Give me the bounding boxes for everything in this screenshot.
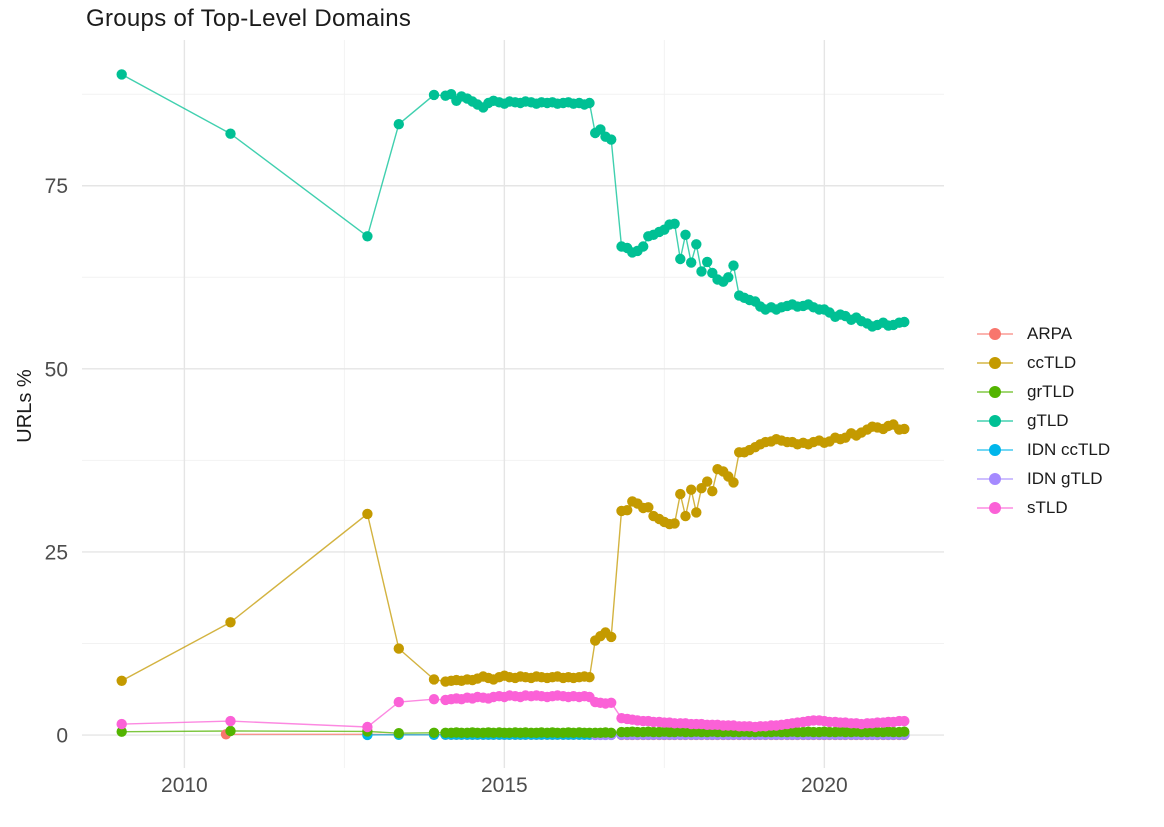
legend-key-icon [977,472,1013,485]
series-line-gtld [121,73,905,328]
y-tick-label: 75 [45,175,68,198]
legend-key-dot [989,501,1001,514]
legend-item-idn-cctld: IDN ccTLD [977,435,1110,464]
chart-title: Groups of Top-Level Domains [86,5,412,32]
legend-item-grtld: grTLD [977,377,1110,406]
y-tick-label: 0 [56,725,68,748]
legend-item-label: sTLD [1027,497,1068,517]
series-points-stld [116,690,910,733]
legend-key-icon [977,414,1013,427]
x-tick-label: 2010 [161,774,208,797]
y-tick-label: 50 [45,358,68,381]
legend-item-cctld: ccTLD [977,348,1110,377]
legend-key-icon [977,327,1013,340]
legend-key-dot [989,414,1001,427]
legend-key-dot [989,327,1001,340]
legend-key-dot [989,356,1001,369]
x-tick-label: 2015 [481,774,528,797]
legend-key-icon [977,501,1013,514]
legend-item-label: gTLD [1027,410,1069,430]
tick-labels: 0 25 50 75 2010 2015 2020 [45,175,848,797]
legend-key-dot [989,472,1001,485]
series-lines [121,73,905,736]
series-points-grtld [116,725,910,739]
legend-key-dot [989,385,1001,398]
major-gridlines [82,40,944,768]
series-points-gtld [116,69,910,332]
legend: ARPA ccTLD grTLD gTLD IDN ccTLD IDN gTLD sTLD [977,319,1110,522]
series-points-cctld [116,419,910,687]
y-tick-label: 25 [45,541,68,564]
series-points [116,69,910,741]
x-tick-label: 2020 [801,774,848,797]
legend-item-label: grTLD [1027,381,1075,401]
legend-key-icon [977,385,1013,398]
legend-item-gtld: gTLD [977,406,1110,435]
legend-item-label: IDN ccTLD [1027,439,1111,459]
legend-item-label: ARPA [1027,323,1073,343]
legend-item-stld: sTLD [977,493,1110,522]
legend-key-dot [989,443,1001,456]
legend-key-icon [977,356,1013,369]
legend-item-label: IDN gTLD [1027,468,1103,488]
legend-key-icon [977,443,1013,456]
legend-item-arpa: ARPA [977,319,1110,348]
minor-gridlines [82,40,944,768]
legend-item-idn-gtld: IDN gTLD [977,464,1110,493]
legend-item-label: ccTLD [1027,352,1077,372]
